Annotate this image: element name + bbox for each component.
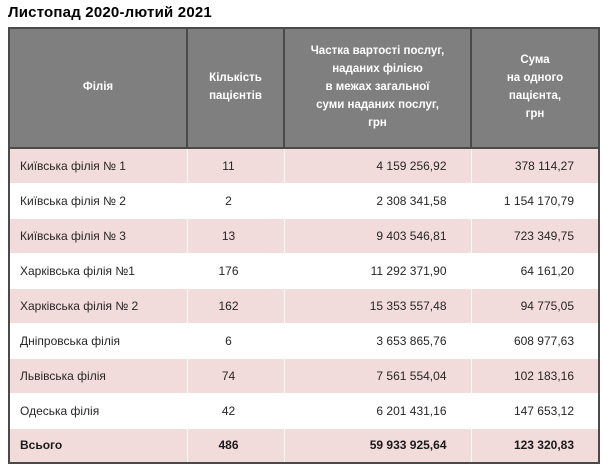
table-body: Київська філія № 1 11 4 159 256,92 378 1…: [9, 148, 600, 464]
share-cell: 15 353 557,48: [284, 288, 472, 324]
table-row: Львівська філія 74 7 561 554,04 102 183,…: [9, 358, 600, 394]
branch-cell: Одеська філія: [9, 393, 188, 429]
share-cell: 6 201 431,16: [284, 393, 472, 429]
per-patient-cell: 1 154 170,79: [471, 183, 600, 219]
branch-cell: Київська філія № 2: [9, 183, 188, 219]
header-row: Філія Кількість пацієнтів Частка вартост…: [8, 27, 600, 149]
patients-cell: 486: [187, 428, 285, 464]
branch-cell: Львівська філія: [9, 358, 188, 394]
branch-cell: Харківська філія №1: [9, 253, 188, 289]
page-title: Листопад 2020-лютий 2021: [8, 4, 212, 21]
patients-cell: 13: [187, 218, 285, 254]
per-patient-cell: 64 161,20: [471, 253, 600, 289]
share-cell: 4 159 256,92: [284, 148, 472, 184]
header-per-patient: Сума на одного пацієнта, грн: [470, 27, 600, 149]
branch-cell: Дніпровська філія: [9, 323, 188, 359]
table-row: Всього 486 59 933 925,64 123 320,83: [9, 428, 600, 464]
table-row: Харківська філія №1 176 11 292 371,90 64…: [9, 253, 600, 289]
patients-cell: 2: [187, 183, 285, 219]
branch-cell: Київська філія № 1: [9, 148, 188, 184]
per-patient-cell: 123 320,83: [471, 428, 600, 464]
patients-cell: 162: [187, 288, 285, 324]
share-cell: 3 653 865,76: [284, 323, 472, 359]
per-patient-cell: 94 775,05: [471, 288, 600, 324]
share-cell: 7 561 554,04: [284, 358, 472, 394]
patients-cell: 176: [187, 253, 285, 289]
per-patient-cell: 378 114,27: [471, 148, 600, 184]
table-row: Київська філія № 3 13 9 403 546,81 723 3…: [9, 218, 600, 254]
patients-cell: 11: [187, 148, 285, 184]
table-row: Київська філія № 1 11 4 159 256,92 378 1…: [9, 148, 600, 184]
table-row: Дніпровська філія 6 3 653 865,76 608 977…: [9, 323, 600, 359]
patients-cell: 74: [187, 358, 285, 394]
header-patients: Кількість пацієнтів: [186, 27, 285, 149]
per-patient-cell: 608 977,63: [471, 323, 600, 359]
share-cell: 9 403 546,81: [284, 218, 472, 254]
branch-cell: Харківська філія № 2: [9, 288, 188, 324]
table-row: Харківська філія № 2 162 15 353 557,48 9…: [9, 288, 600, 324]
patients-cell: 6: [187, 323, 285, 359]
header-share: Частка вартості послуг, наданих філією в…: [283, 27, 472, 149]
branch-cell: Київська філія № 3: [9, 218, 188, 254]
share-cell: 11 292 371,90: [284, 253, 472, 289]
per-patient-cell: 723 349,75: [471, 218, 600, 254]
per-patient-cell: 147 653,12: [471, 393, 600, 429]
share-cell: 2 308 341,58: [284, 183, 472, 219]
per-patient-cell: 102 183,16: [471, 358, 600, 394]
table-header: Філія Кількість пацієнтів Частка вартост…: [8, 27, 600, 149]
patients-cell: 42: [187, 393, 285, 429]
branch-report-table: Філія Кількість пацієнтів Частка вартост…: [8, 27, 600, 464]
table-row: Одеська філія 42 6 201 431,16 147 653,12: [9, 393, 600, 429]
table-row: Київська філія № 2 2 2 308 341,58 1 154 …: [9, 183, 600, 219]
header-branch: Філія: [8, 27, 188, 149]
branch-cell: Всього: [9, 428, 188, 464]
share-cell: 59 933 925,64: [284, 428, 472, 464]
